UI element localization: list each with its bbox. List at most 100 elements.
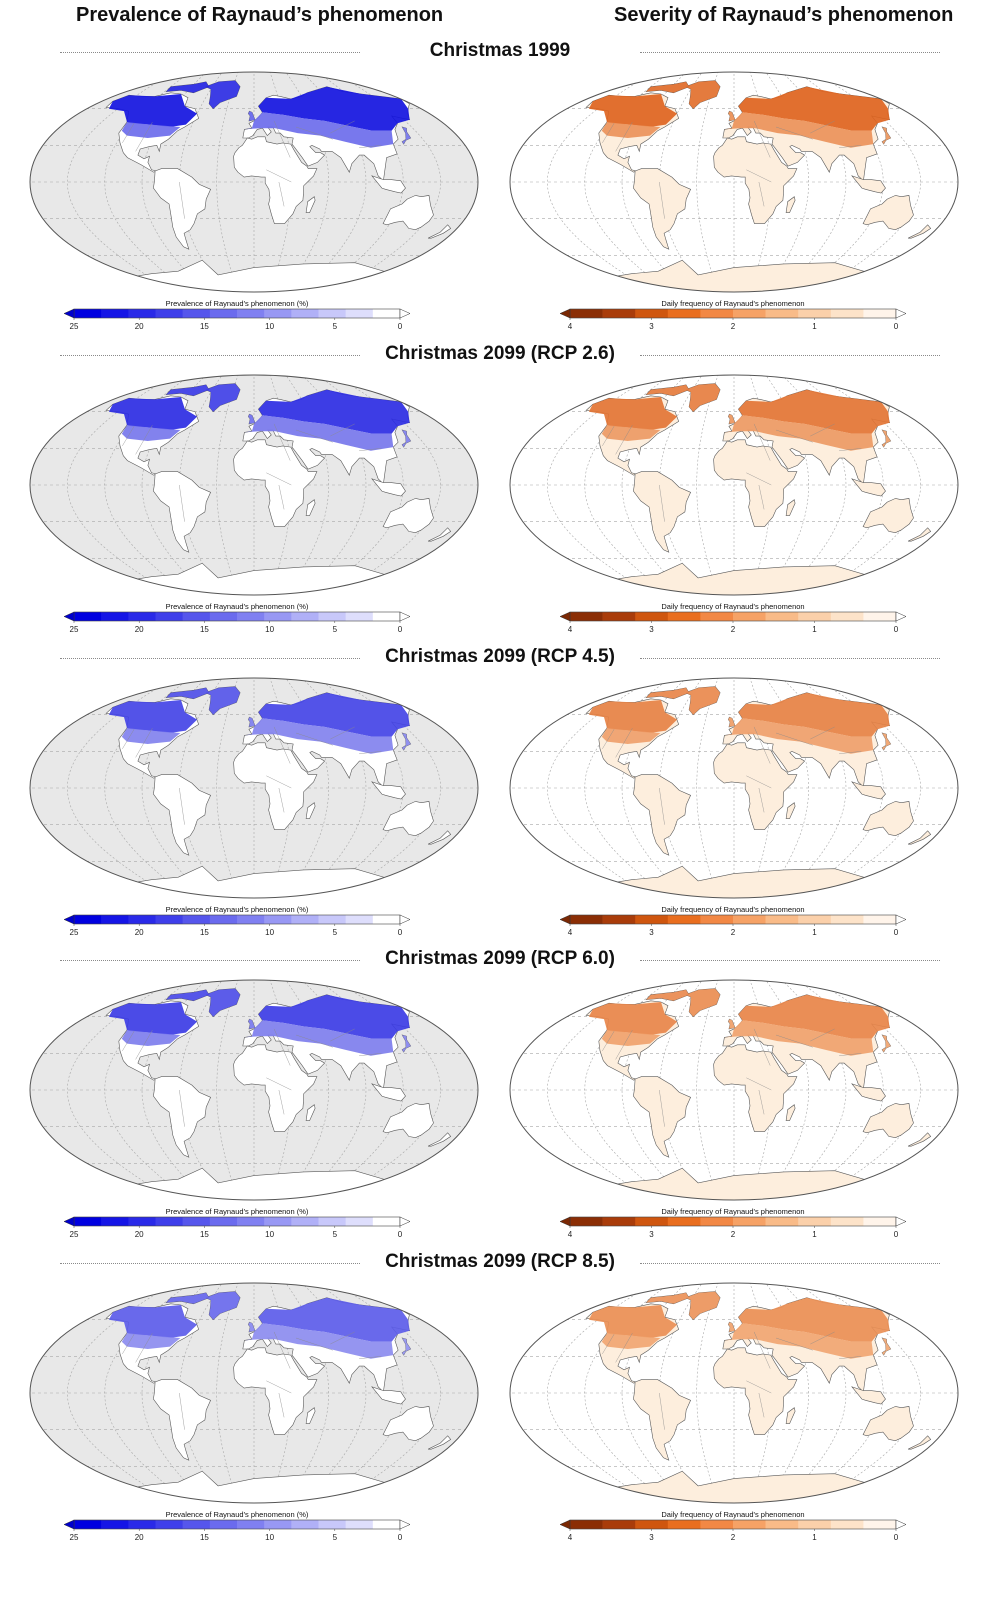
severity-colorbar-tick-label: 2 bbox=[731, 928, 736, 937]
severity-legend: Daily frequency of Raynaud's phenomenon 4… bbox=[558, 1206, 908, 1246]
prevalence-colorbar-tick-label: 15 bbox=[200, 1230, 209, 1239]
land-madagascar bbox=[305, 196, 316, 213]
prevalence-colorbar-tick-label: 15 bbox=[200, 928, 209, 937]
cold-region-northAmerica bbox=[588, 397, 678, 430]
land-madagascar bbox=[785, 196, 796, 213]
severity-world-map bbox=[509, 374, 959, 596]
cold-region-arcticIslands bbox=[646, 1292, 689, 1304]
severity-colorbar-swatch bbox=[765, 1217, 799, 1226]
prevalence-colorbar-swatch bbox=[128, 915, 156, 924]
land-madagascar bbox=[785, 802, 796, 819]
prevalence-colorbar-tick-label: 20 bbox=[135, 625, 144, 634]
prevalence-colorbar-tick-label: 15 bbox=[200, 322, 209, 331]
prevalence-colorbar-swatch bbox=[237, 309, 265, 318]
prevalence-colorbar-tick-label: 25 bbox=[70, 1230, 79, 1239]
scenario-label: Christmas 2099 (RCP 2.6) bbox=[385, 343, 615, 364]
land-africa bbox=[233, 439, 318, 527]
severity-colorbar-swatch bbox=[798, 612, 832, 621]
scenario-row: Christmas 2099 (RCP 6.0) Prevalence of Ra… bbox=[0, 948, 1000, 1250]
severity-colorbar-swatch bbox=[635, 1520, 669, 1529]
map-outline bbox=[29, 71, 479, 293]
severity-colorbar-high-arrow bbox=[895, 308, 907, 319]
severity-colorbar-tick-label: 3 bbox=[649, 1533, 654, 1542]
land-antarctica bbox=[128, 562, 389, 595]
severity-colorbar-tick-label: 0 bbox=[894, 625, 899, 634]
cold-region-britain bbox=[728, 111, 735, 121]
cold-region-eurasia bbox=[738, 692, 890, 737]
severity-colorbar-swatch bbox=[863, 1520, 897, 1529]
severity-map-panel bbox=[500, 1277, 968, 1509]
cold-region-northAmerica bbox=[601, 425, 661, 441]
prevalence-colorbar-swatch bbox=[155, 1217, 183, 1226]
prevalence-world-map bbox=[29, 1282, 479, 1504]
cold-region-eurasia bbox=[738, 86, 890, 131]
land-indonesia bbox=[371, 1083, 406, 1102]
land-africa bbox=[233, 742, 318, 830]
cold-region-greenland bbox=[205, 686, 241, 715]
severity-world-map bbox=[509, 979, 959, 1201]
cold-region-eurasia bbox=[724, 1020, 874, 1056]
land-southAmerica bbox=[153, 774, 211, 856]
cold-region-arcticIslands bbox=[166, 81, 209, 93]
map-outline bbox=[509, 1282, 959, 1504]
title-divider-right bbox=[640, 960, 940, 961]
severity-colorbar-tick-label: 2 bbox=[731, 322, 736, 331]
prevalence-colorbar-swatch bbox=[74, 1520, 102, 1529]
cold-region-eurasia bbox=[724, 718, 874, 754]
land-newZealand bbox=[427, 224, 452, 239]
cold-zone-shading bbox=[108, 988, 411, 1056]
severity-colorbar-swatch bbox=[667, 1217, 701, 1226]
map-outline bbox=[509, 374, 959, 596]
prevalence-colorbar-swatch bbox=[372, 612, 401, 621]
prevalence-colorbar: Prevalence of Raynaud's phenomenon (%) 25… bbox=[63, 299, 411, 331]
prevalence-map-panel bbox=[20, 974, 488, 1206]
land-africa bbox=[713, 136, 798, 224]
cold-region-greenland bbox=[205, 1291, 241, 1320]
severity-colorbar-high-arrow bbox=[895, 914, 907, 925]
scenario-title-bar: Christmas 2099 (RCP 8.5) bbox=[0, 1251, 1000, 1277]
land-africa bbox=[713, 1044, 798, 1132]
prevalence-colorbar-swatch bbox=[182, 612, 211, 621]
prevalence-colorbar-swatch bbox=[318, 915, 346, 924]
prevalence-colorbar-tick-label: 20 bbox=[135, 322, 144, 331]
land-australia bbox=[382, 1406, 434, 1442]
severity-colorbar: Daily frequency of Raynaud's phenomenon 4… bbox=[559, 299, 907, 331]
severity-map-panel bbox=[500, 369, 968, 601]
prevalence-colorbar-tick-label: 10 bbox=[265, 1230, 274, 1239]
cold-region-britain bbox=[728, 717, 735, 727]
severity-colorbar-swatch bbox=[700, 612, 734, 621]
severity-colorbar-swatch bbox=[765, 309, 799, 318]
land-indonesia bbox=[371, 175, 406, 194]
severity-colorbar-title: Daily frequency of Raynaud's phenomenon bbox=[661, 905, 804, 914]
prevalence-colorbar-swatch bbox=[264, 1217, 292, 1226]
land-madagascar bbox=[305, 1407, 316, 1424]
cold-region-greenland bbox=[205, 988, 241, 1017]
prevalence-colorbar-swatch bbox=[128, 1520, 156, 1529]
prevalence-colorbar-swatch bbox=[182, 1520, 211, 1529]
cold-region-eurasia bbox=[258, 994, 410, 1039]
cold-region-eurasia bbox=[258, 1297, 410, 1342]
severity-colorbar-tick-label: 4 bbox=[568, 625, 573, 634]
severity-colorbar-swatch bbox=[798, 309, 832, 318]
cold-zone-shading bbox=[108, 1291, 411, 1359]
prevalence-map-panel bbox=[20, 369, 488, 601]
severity-colorbar-swatch bbox=[570, 612, 603, 621]
cold-zone-shading bbox=[108, 80, 411, 148]
land-africa bbox=[713, 1347, 798, 1435]
cold-region-eurasia bbox=[244, 718, 394, 754]
prevalence-colorbar-tick-label: 0 bbox=[398, 1533, 403, 1542]
title-divider-right bbox=[640, 52, 940, 53]
scenario-row: Christmas 2099 (RCP 4.5) Prevalence of Ra… bbox=[0, 646, 1000, 948]
prevalence-colorbar-tick-label: 5 bbox=[333, 625, 338, 634]
severity-colorbar-swatch bbox=[602, 915, 636, 924]
severity-colorbar-swatch bbox=[635, 612, 669, 621]
title-divider-right bbox=[640, 355, 940, 356]
prevalence-colorbar-tick-label: 5 bbox=[333, 928, 338, 937]
severity-colorbar-high-arrow bbox=[895, 1216, 907, 1227]
cold-region-japan bbox=[882, 1035, 891, 1053]
cold-region-eurasia bbox=[738, 389, 890, 434]
severity-colorbar-swatch bbox=[570, 1217, 603, 1226]
land-newZealand bbox=[907, 1132, 932, 1147]
prevalence-colorbar-swatch bbox=[182, 309, 211, 318]
cold-region-northAmerica bbox=[121, 425, 181, 441]
